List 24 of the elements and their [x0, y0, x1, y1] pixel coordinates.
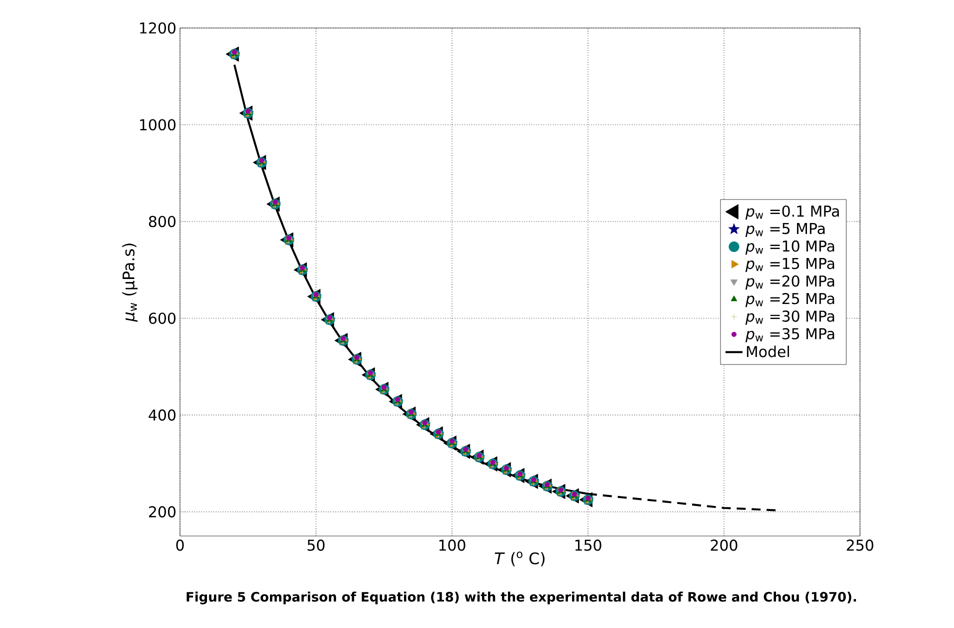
y-tick-label: 800 — [148, 216, 176, 228]
y-axis-title: μ$_{w}$ (μPa.s) — [122, 244, 138, 322]
caption: Figure 5 Comparison of Equation (18) with the experimental data of Rowe and Chou (1970). — [186, 592, 856, 604]
legend-label: p$_{w}$ =0.1 MPa — [745, 205, 839, 220]
y-tick-label: 200 — [149, 506, 176, 518]
y-tick-label: 600 — [149, 312, 176, 324]
x-tick-label: 0 — [176, 540, 184, 551]
legend-label: p$_{w}$ =10 MPa — [745, 240, 834, 255]
legend-label: p$_{w}$ =5 MPa — [745, 223, 825, 238]
y-tick-label: 400 — [148, 409, 176, 421]
legend-label: p$_{w}$ =30 MPa — [745, 310, 834, 325]
legend-label: p$_{w}$ =20 MPa — [745, 275, 834, 290]
y-tick-label: 1200 — [140, 22, 176, 34]
legend-label: p$_{w}$ =35 MPa — [745, 328, 834, 342]
y-tick-label: 1000 — [140, 119, 176, 130]
x-tick-label: 250 — [846, 540, 874, 551]
x-axis-title: T ($^{o}$ C) — [494, 552, 545, 566]
x-tick-label: 150 — [575, 540, 602, 551]
legend-label: p$_{w}$ =25 MPa — [745, 292, 834, 308]
legend-label: Model — [746, 346, 789, 358]
x-tick-label: 200 — [710, 540, 738, 551]
x-tick-label: 50 — [308, 540, 325, 551]
x-tick-label: 100 — [439, 540, 466, 551]
legend-label: p$_{w}$ =15 MPa — [745, 258, 834, 272]
